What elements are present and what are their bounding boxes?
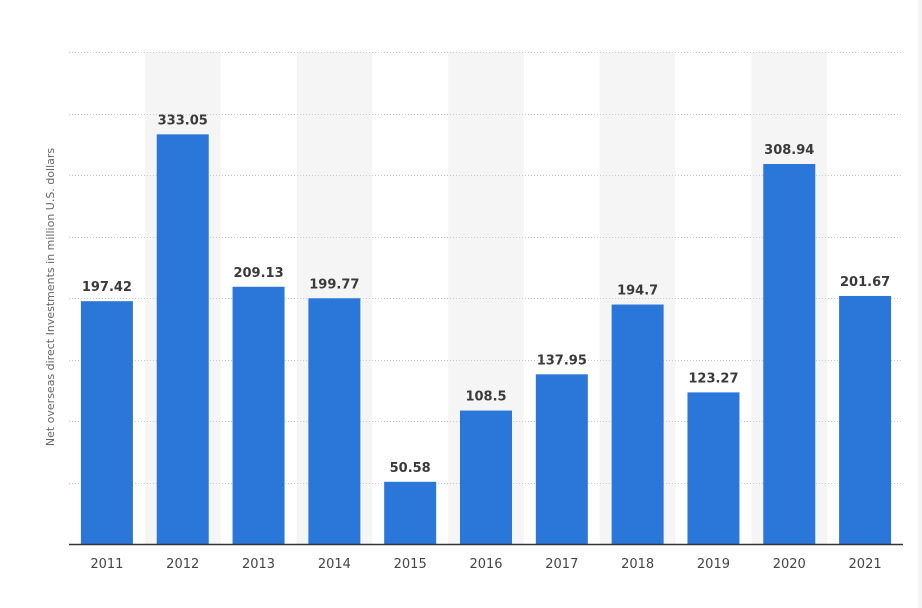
x-tick-label-2013: 2013 xyxy=(242,557,275,572)
x-tick-label-2012: 2012 xyxy=(166,557,199,572)
x-tick-label-2018: 2018 xyxy=(621,557,654,572)
page-edge-shadow xyxy=(916,0,922,608)
x-tick-label-2014: 2014 xyxy=(318,557,351,572)
x-tick-label-2019: 2019 xyxy=(697,557,730,572)
bar-2020 xyxy=(763,164,816,545)
value-label-2018: 194.7 xyxy=(617,284,658,299)
value-label-2021: 201.67 xyxy=(840,275,890,290)
x-tick-label-2017: 2017 xyxy=(545,557,578,572)
bar-2018 xyxy=(611,304,664,544)
value-label-2020: 308.94 xyxy=(764,143,814,158)
value-labels: 197.42 333.05 209.13 199.77 50.58 108.5 137.95… xyxy=(82,113,890,475)
value-label-2013: 209.13 xyxy=(233,266,283,281)
bar-2021 xyxy=(839,295,892,544)
x-tick-labels: 2011 2012 2013 2014 2015 2016 2017 2018 2019 2020… xyxy=(90,557,881,572)
x-tick-label-2011: 2011 xyxy=(90,557,123,572)
bar-2012 xyxy=(156,134,209,544)
bars xyxy=(80,134,892,545)
bar-2011 xyxy=(80,301,133,544)
y-axis-label: Net overseas direct Investments in milli… xyxy=(44,148,57,447)
x-tick-label-2020: 2020 xyxy=(773,557,806,572)
value-label-2017: 137.95 xyxy=(537,353,587,368)
x-tick-label-2021: 2021 xyxy=(849,557,882,572)
value-label-2015: 50.58 xyxy=(390,461,431,476)
value-label-2012: 333.05 xyxy=(158,113,208,128)
value-label-2014: 199.77 xyxy=(309,277,359,292)
bar-2017 xyxy=(535,374,588,544)
bar-2019 xyxy=(687,392,740,544)
bar-2015 xyxy=(384,481,437,544)
value-label-2019: 123.27 xyxy=(688,371,738,386)
x-tick-label-2015: 2015 xyxy=(394,557,427,572)
value-label-2011: 197.42 xyxy=(82,280,132,295)
bar-2013 xyxy=(232,286,285,544)
value-label-2016: 108.5 xyxy=(465,390,506,405)
bar-2016 xyxy=(460,410,512,544)
bar-2014 xyxy=(308,298,361,544)
x-tick-label-2016: 2016 xyxy=(469,557,502,572)
